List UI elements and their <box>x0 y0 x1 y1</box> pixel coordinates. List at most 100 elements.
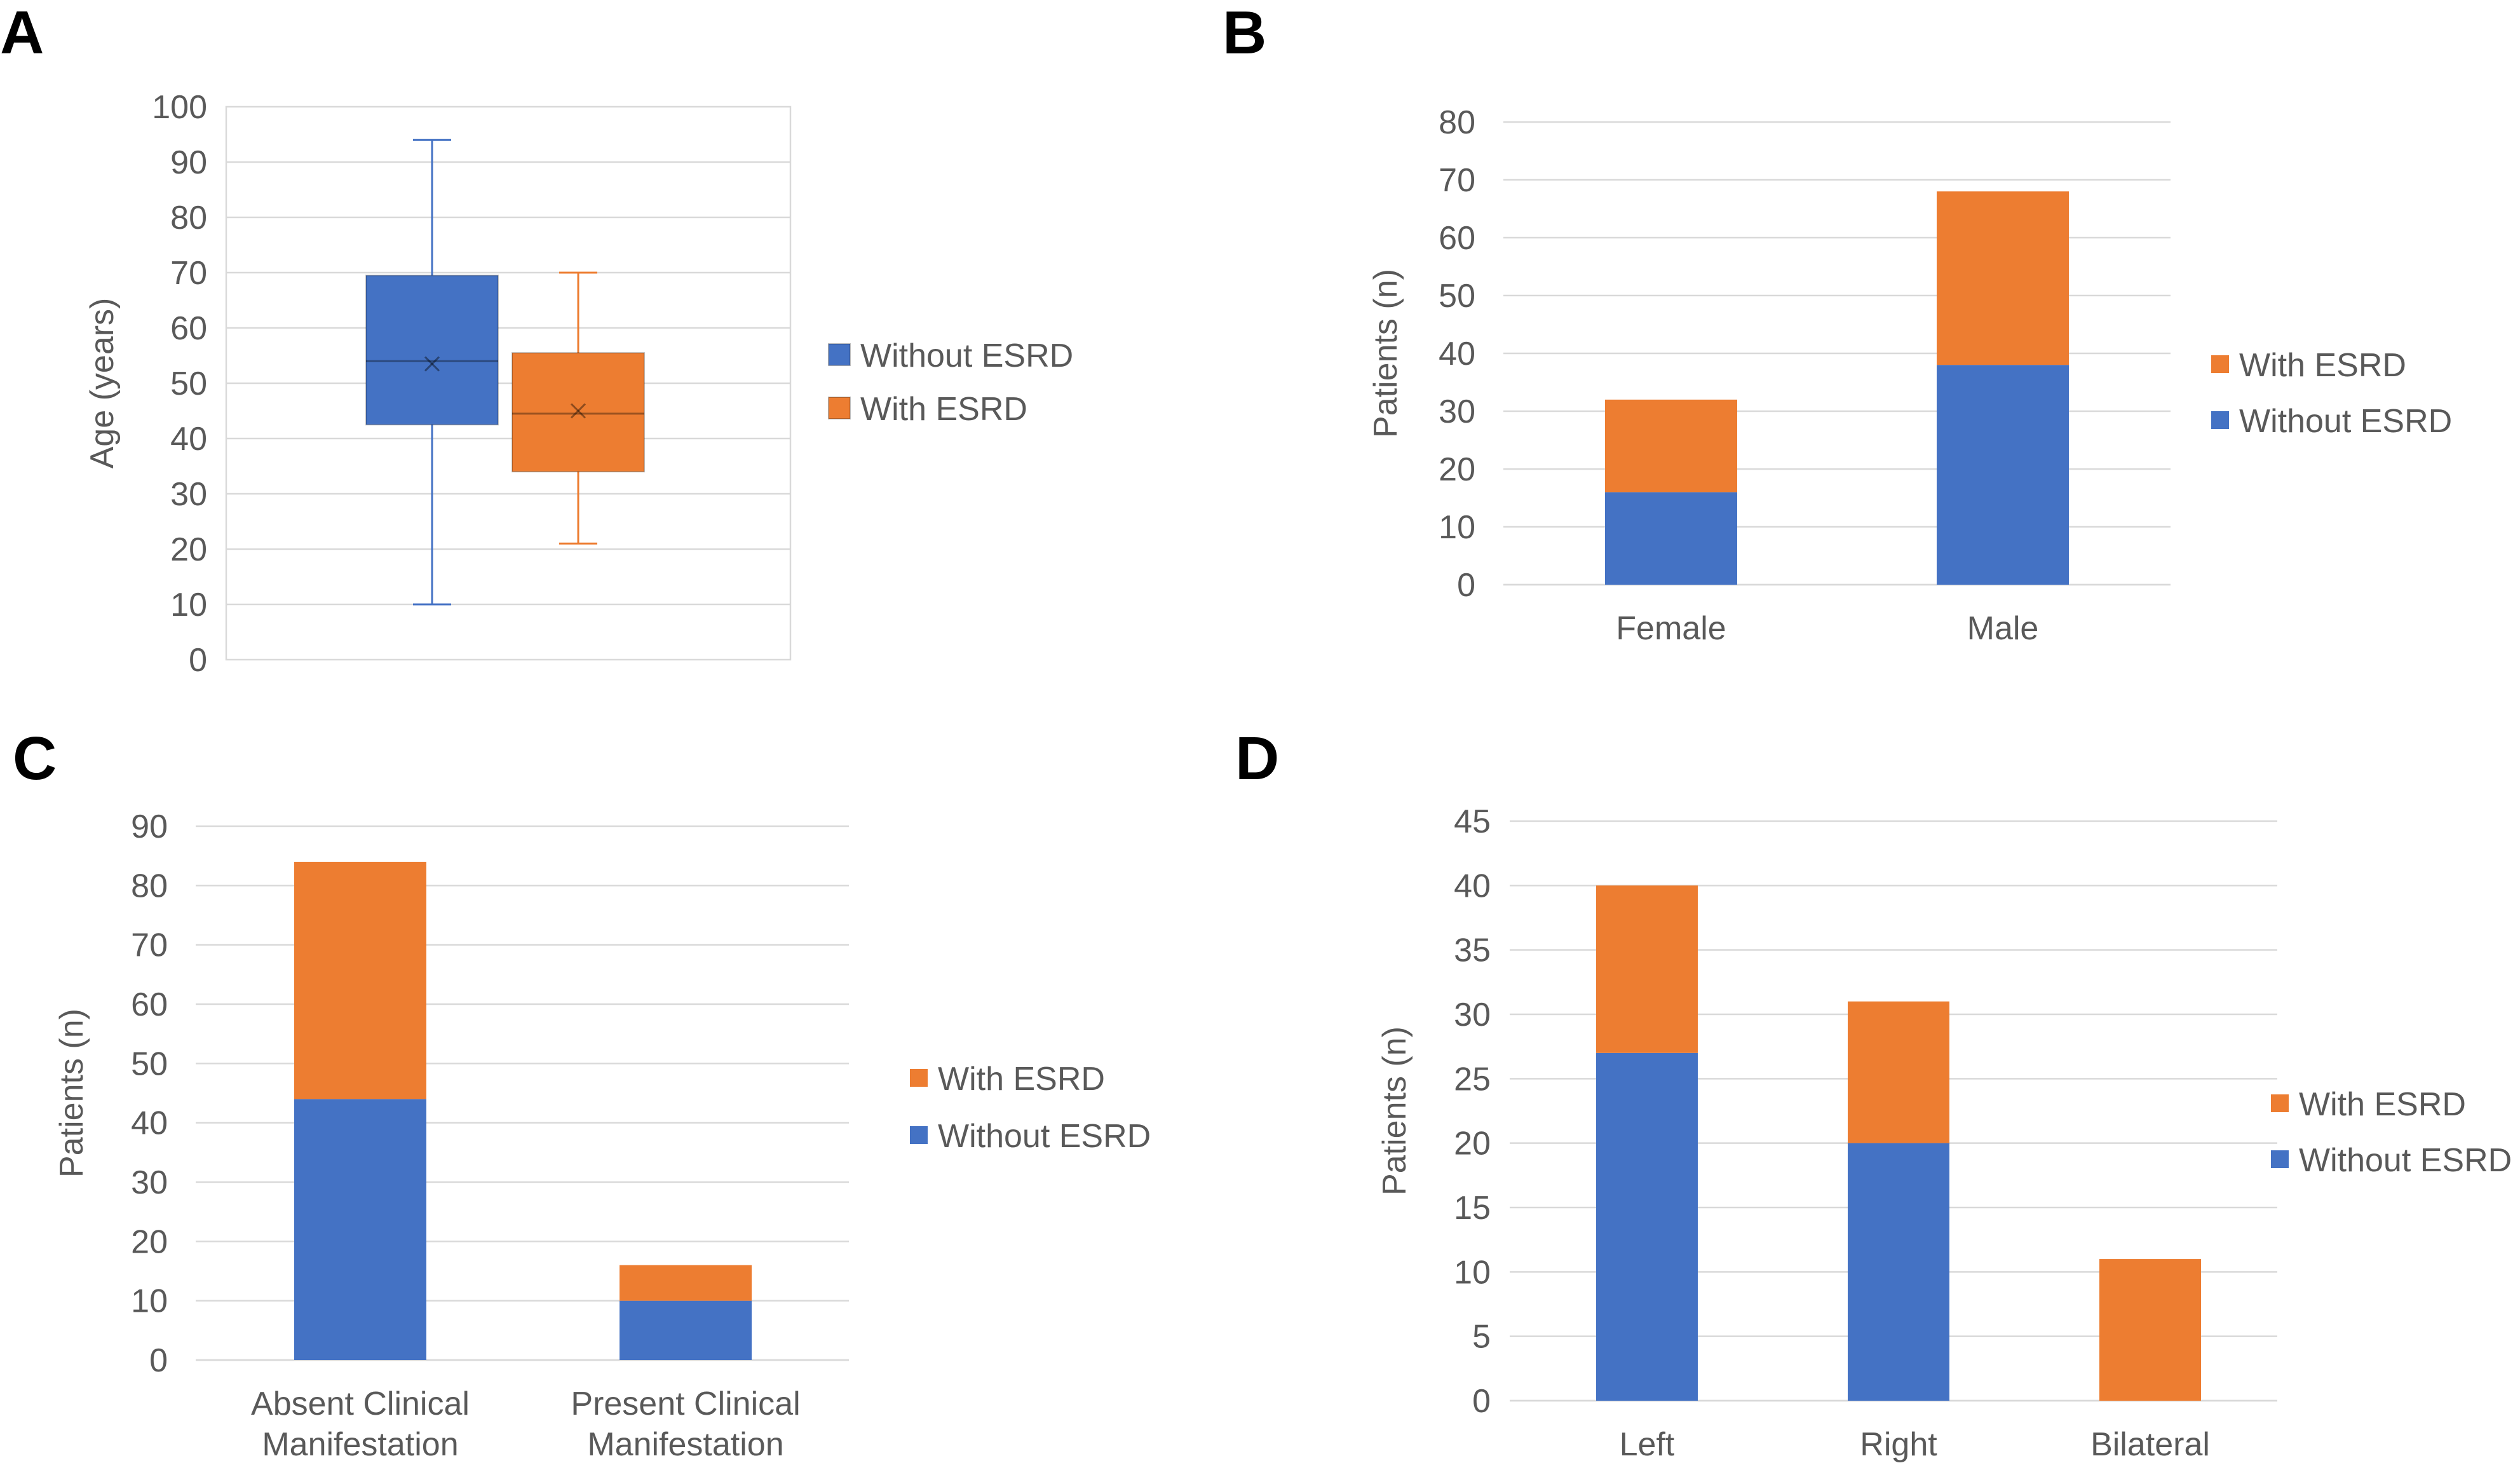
bar-present-clinical-manifestation-with-esrd <box>620 1265 752 1301</box>
panel-a-y-tick-label: 100 <box>152 89 207 126</box>
panel-d-category-label: Right <box>1860 1426 1937 1463</box>
panel-a-y-tick-label: 80 <box>170 200 207 236</box>
panel-letter-b: B <box>1223 0 1266 67</box>
panel-b-legend-swatch-without-esrd <box>2211 411 2229 429</box>
bar-male-with-esrd <box>1937 191 2069 365</box>
panel-c-y-tick-label: 80 <box>131 868 168 904</box>
bar-present-clinical-manifestation-without-esrd <box>620 1300 752 1360</box>
panel-a-y-tick-label: 90 <box>170 144 207 181</box>
panel-d-y-tick-label: 20 <box>1454 1126 1491 1162</box>
panel-d-y-tick-label: 25 <box>1454 1061 1491 1098</box>
mean-marker-stroke <box>424 356 440 372</box>
panel-d-legend-label-with-esrd: With ESRD <box>2299 1086 2466 1123</box>
panel-b-y-axis-title: Patients (n) <box>1367 269 1404 438</box>
panel-c-category-label: Present Clinical <box>571 1385 800 1422</box>
panel-b-sex-bar-chart: 0 10 20 30 40 50 60 70 80 Patients (n) Female Male W… <box>1367 104 2452 647</box>
panel-letter-d: D <box>1235 725 1279 793</box>
panel-b-y-tick-label: 0 <box>1457 567 1475 604</box>
panel-b-y-tick-label: 70 <box>1439 162 1475 199</box>
panel-c-y-tick-label: 10 <box>131 1283 168 1320</box>
bar-absent-clinical-manifestation-without-esrd <box>294 1099 426 1360</box>
panel-d-legend-swatch-without-esrd <box>2271 1150 2289 1168</box>
bar-female-without-esrd <box>1605 492 1737 585</box>
panel-c-y-tick-label: 90 <box>131 808 168 845</box>
panel-d-y-tick-label: 5 <box>1472 1319 1491 1356</box>
panel-c-category-label: Manifestation <box>587 1426 783 1463</box>
bar-absent-clinical-manifestation-with-esrd <box>294 862 426 1099</box>
box-with-esrd-iqr-box <box>511 352 645 473</box>
panel-letter-a: A <box>0 0 44 67</box>
panel-c-legend-label-without-esrd: Without ESRD <box>938 1118 1151 1155</box>
panel-a-plot-frame <box>225 105 792 661</box>
panel-a-legend-label-with-esrd: With ESRD <box>860 391 1027 428</box>
panel-c-legend-swatch-without-esrd <box>910 1126 928 1144</box>
panel-a-y-axis-title: Age (years) <box>84 298 121 469</box>
panel-d-y-tick-label: 45 <box>1454 803 1491 840</box>
panel-d-category-label: Bilateral <box>2090 1426 2210 1463</box>
panel-b-y-tick-label: 30 <box>1439 393 1475 430</box>
panel-a-y-tick-label: 50 <box>170 365 207 402</box>
panel-a-y-tick-label: 10 <box>170 587 207 623</box>
panel-c-clinical-bar-chart: 0 10 20 30 40 50 60 70 80 90 Patients (n) Absent Cl… <box>53 808 1151 1463</box>
panel-d-legend-swatch-with-esrd <box>2271 1094 2289 1112</box>
bar-left-without-esrd <box>1596 1052 1698 1401</box>
panel-a-legend-swatch-without-esrd <box>828 343 851 366</box>
panel-b-legend-label-without-esrd: Without ESRD <box>2239 403 2452 440</box>
panel-c-y-tick-label: 40 <box>131 1105 168 1142</box>
panel-c-y-tick-label: 0 <box>149 1342 168 1379</box>
bar-female-with-esrd <box>1605 399 1737 493</box>
panel-a-y-tick-label: 30 <box>170 476 207 513</box>
panel-b-y-tick-label: 50 <box>1439 278 1475 315</box>
panel-a-y-tick-label: 0 <box>189 642 207 679</box>
panel-b-y-tick-label: 10 <box>1439 509 1475 546</box>
box-without-esrd-mean-marker <box>424 356 440 372</box>
panel-a-y-tick-label: 70 <box>170 255 207 292</box>
panel-d-y-axis-title: Patients (n) <box>1376 1026 1413 1195</box>
panel-a-y-tick-label: 60 <box>170 310 207 347</box>
panel-c-y-tick-label: 60 <box>131 986 168 1023</box>
panel-b-legend-label-with-esrd: With ESRD <box>2239 347 2406 384</box>
panel-c-category-label: Manifestation <box>262 1426 458 1463</box>
panel-c-y-tick-label: 30 <box>131 1164 168 1201</box>
box-without-esrd-iqr-box <box>365 275 499 426</box>
bar-left-with-esrd <box>1596 885 1698 1053</box>
panel-letter-c: C <box>13 725 57 793</box>
panel-c-y-tick-label: 50 <box>131 1045 168 1082</box>
panel-b-category-label: Male <box>1967 610 2039 647</box>
panel-b-y-tick-label: 40 <box>1439 336 1475 372</box>
panel-b-y-tick-label: 80 <box>1439 104 1475 141</box>
panel-a-box-plot: 0 10 20 30 40 50 60 70 80 90 100 Age (years) Without… <box>84 89 1073 679</box>
panel-c-y-tick-label: 20 <box>131 1223 168 1260</box>
panel-c-y-tick-label: 70 <box>131 927 168 964</box>
bar-male-without-esrd <box>1937 365 2069 585</box>
bar-right-without-esrd <box>1848 1143 1949 1401</box>
panel-d-y-tick-label: 30 <box>1454 997 1491 1033</box>
panel-d-legend-label-without-esrd: Without ESRD <box>2299 1142 2512 1179</box>
mean-marker-stroke <box>424 356 440 372</box>
panel-c-y-axis-title: Patients (n) <box>53 1009 90 1178</box>
panel-a-y-tick-label: 20 <box>170 531 207 568</box>
box-with-esrd-mean-marker <box>570 403 586 419</box>
panel-d-y-tick-label: 0 <box>1472 1383 1491 1420</box>
panel-c-legend-swatch-with-esrd <box>910 1069 928 1087</box>
panel-a-legend-swatch-with-esrd <box>828 397 851 419</box>
bar-bilateral-with-esrd <box>2099 1259 2201 1401</box>
panel-a-y-tick-label: 40 <box>170 421 207 458</box>
panel-b-y-tick-label: 60 <box>1439 220 1475 257</box>
mean-marker-stroke <box>570 403 586 419</box>
panel-d-side-bar-chart: 0 5 10 15 20 25 30 35 40 45 Patients (n) Left Right B… <box>1376 803 2512 1463</box>
mean-marker-stroke <box>570 403 586 419</box>
panel-b-y-tick-label: 20 <box>1439 451 1475 488</box>
panel-d-y-tick-label: 40 <box>1454 868 1491 904</box>
panel-d-y-tick-label: 35 <box>1454 932 1491 969</box>
panel-c-legend-label-with-esrd: With ESRD <box>938 1061 1105 1098</box>
panel-d-y-tick-label: 10 <box>1454 1254 1491 1291</box>
panel-d-y-tick-label: 15 <box>1454 1190 1491 1227</box>
panel-d-category-label: Left <box>1620 1426 1675 1463</box>
bar-right-with-esrd <box>1848 1001 1949 1143</box>
panel-b-category-label: Female <box>1616 610 1726 647</box>
panel-a-legend-label-without-esrd: Without ESRD <box>860 337 1073 374</box>
panel-b-legend-swatch-with-esrd <box>2211 355 2229 373</box>
panel-c-category-label: Absent Clinical <box>251 1385 470 1422</box>
